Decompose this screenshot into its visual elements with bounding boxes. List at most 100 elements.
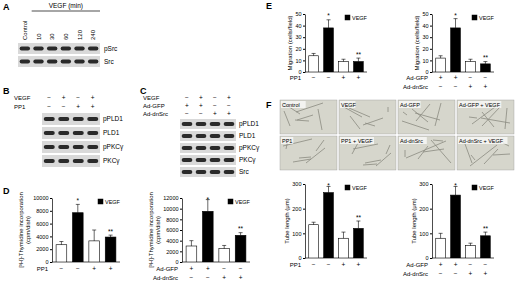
- tick-label: 0: [298, 255, 301, 261]
- condition-sign: +: [342, 261, 346, 268]
- tube-texture: [465, 143, 510, 166]
- bar-chart: 0200040006000800010000[³H]-Thymidine inc…: [18, 192, 121, 272]
- bar: [354, 228, 364, 258]
- error-bar: [356, 221, 360, 228]
- tick-label: 8000: [36, 208, 48, 214]
- band: [224, 122, 235, 126]
- tick-label: 2000: [36, 246, 48, 252]
- condition-name: Ad-GFP: [406, 262, 428, 268]
- condition-sign: −: [213, 102, 217, 109]
- y-axis-line: [305, 185, 306, 259]
- legend-label: VEGF: [479, 15, 495, 21]
- plot-area: [309, 186, 364, 258]
- annotation: *: [207, 196, 210, 203]
- tick-label: 6000: [36, 221, 48, 227]
- micrograph-label: Ad-dnSrc: [400, 138, 423, 144]
- tick-label: 40: [422, 23, 428, 29]
- tick: 8000: [36, 208, 52, 214]
- bar: [451, 195, 461, 258]
- tick-label: 0: [425, 255, 428, 261]
- tick: 2000: [166, 249, 182, 255]
- tick-mark: [180, 219, 182, 220]
- condition-sign: −: [190, 274, 194, 281]
- band: [210, 146, 221, 150]
- y-axis-title: (cpm/dish): [155, 216, 161, 244]
- micrograph-label: PP1: [282, 138, 292, 144]
- blot-panel: VEGF (min)Control103060120240pSrcSrc: [18, 2, 118, 67]
- plot-area: [186, 200, 246, 262]
- bar: [309, 56, 319, 72]
- error-bar: [92, 230, 96, 241]
- error-bar: [483, 232, 487, 236]
- band: [196, 122, 207, 126]
- tick: 300: [292, 181, 305, 187]
- condition-sign: +: [484, 270, 488, 277]
- tick-label: 50: [295, 11, 301, 17]
- band: [47, 60, 57, 64]
- band: [44, 117, 55, 121]
- micrograph: [398, 136, 455, 170]
- band: [88, 47, 98, 51]
- condition-sign: −: [439, 83, 443, 90]
- tick: 10: [422, 58, 432, 64]
- tick-mark: [430, 14, 432, 15]
- tick: 2000: [36, 246, 52, 252]
- blot-panel: VEGF−+−+PP1−−++pPLD1PLD1pPKCγPKCγ: [14, 94, 124, 167]
- bar: [235, 235, 246, 262]
- tick-label: 0: [45, 259, 48, 265]
- tick-label: 10: [422, 58, 428, 64]
- tick-label: 30: [295, 34, 301, 40]
- tick-mark: [430, 209, 432, 210]
- bar: [219, 249, 230, 262]
- blot-strip: [18, 56, 100, 67]
- condition-name: Ad-dnSrc: [403, 271, 428, 277]
- bar: [105, 237, 116, 262]
- tick-label: 30: [422, 34, 428, 40]
- legend-swatch: [472, 185, 477, 190]
- tick-mark: [430, 26, 432, 27]
- condition-sign: −: [327, 261, 331, 268]
- tick-mark: [50, 249, 52, 250]
- tick-label: 40: [295, 23, 301, 29]
- tick-label: 300: [292, 181, 301, 187]
- condition-sign: +: [239, 274, 243, 281]
- bar: [451, 28, 461, 72]
- tick-label: 0: [175, 259, 178, 265]
- tick-mark: [303, 26, 305, 27]
- band: [44, 159, 55, 163]
- tick-label: 20: [422, 46, 428, 52]
- condition-name: Ad-dnSrc: [403, 84, 428, 90]
- row-label: pPLD1: [103, 115, 123, 123]
- blot-strip: [42, 155, 100, 167]
- legend-label: VEGF: [105, 199, 121, 205]
- tick-label: 200: [419, 206, 428, 212]
- condition-name: Ad-GFP: [156, 266, 178, 272]
- condition-sign: +: [185, 102, 189, 109]
- condition-sign: +: [213, 110, 217, 117]
- condition-name: PP1: [290, 75, 302, 81]
- condition-sign: −: [439, 270, 443, 277]
- micrograph-label-bg: [399, 101, 421, 108]
- micrograph-label: Control: [282, 102, 300, 108]
- row-label: pSrc: [104, 45, 118, 53]
- condition-sign: −: [206, 274, 210, 281]
- band: [210, 134, 221, 138]
- band: [20, 60, 30, 64]
- annotation: **: [108, 228, 114, 235]
- band: [196, 170, 207, 174]
- y-axis-line: [182, 199, 183, 263]
- band: [44, 145, 55, 149]
- tube-texture: [342, 106, 388, 129]
- lane-label: 10: [36, 33, 42, 40]
- condition-sign: −: [76, 265, 80, 272]
- micrograph: [339, 136, 396, 170]
- annotation: *: [327, 12, 330, 19]
- row-label: pPKCγ: [239, 144, 260, 152]
- condition-sign: −: [484, 261, 488, 268]
- micrograph: [280, 136, 337, 170]
- y-axis: 0100200300: [292, 181, 305, 261]
- tick-label: 4000: [166, 238, 178, 244]
- tick-mark: [50, 224, 52, 225]
- tick: 0: [425, 255, 432, 261]
- condition-name: PP1: [14, 104, 26, 110]
